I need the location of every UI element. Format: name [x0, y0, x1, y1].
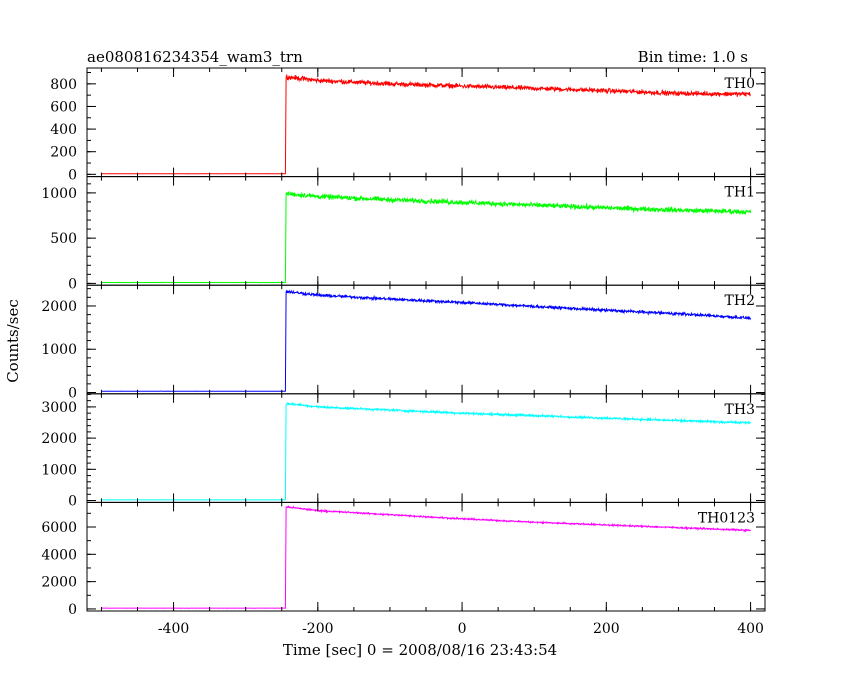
y-tick-label: 4000: [41, 547, 77, 563]
y-tick-label: 800: [50, 77, 77, 93]
y-tick-label: 600: [50, 99, 77, 115]
y-tick-label: 0: [68, 494, 77, 510]
x-tick-label: -400: [158, 621, 189, 637]
y-tick-label: 6000: [41, 520, 77, 536]
chart-title-left: ae080816234354_wam3_trn: [87, 48, 303, 66]
series-line-th1: [101, 191, 752, 284]
panel-th3: 0 1000 2000 3000 TH3: [41, 393, 766, 510]
series-line-th0: [101, 73, 752, 175]
panel-label-th0123: TH0123: [698, 510, 755, 526]
panel-label-th1: TH1: [725, 185, 755, 201]
series-line-th3: [101, 401, 752, 501]
y-tick-label: 0: [68, 276, 77, 292]
y-tick-label: 1000: [41, 342, 77, 358]
panel-frame: [86, 176, 766, 286]
x-tick-label: 200: [593, 621, 620, 637]
y-tick-label: 1000: [41, 186, 77, 202]
series-line-th2: [101, 289, 752, 392]
panel-th0: 0 200 400 600 800 TH0: [50, 67, 766, 183]
y-tick-label: 200: [50, 145, 77, 161]
panel-label-th2: TH2: [725, 293, 755, 309]
chart-title-right: Bin time: 1.0 s: [638, 48, 748, 66]
y-tick-label: 0: [68, 386, 77, 402]
x-axis-label: Time [sec] 0 = 2008/08/16 23:43:54: [283, 641, 557, 659]
panel-frame: [86, 501, 766, 612]
x-tick-label: -200: [302, 621, 333, 637]
y-tick-label: 0: [68, 602, 77, 618]
series-line-th0123: [101, 505, 751, 609]
y-tick-label: 0: [68, 167, 77, 183]
y-axis-label: Counts/sec: [4, 299, 22, 383]
panel-th2: 0 1000 2000 TH2: [41, 284, 766, 402]
y-tick-label: 2000: [41, 575, 77, 591]
y-tick-label: 3000: [41, 400, 77, 416]
panel-th1: 0 500 1000 TH1: [41, 176, 766, 292]
y-tick-label: 2000: [41, 431, 77, 447]
x-tick-label: 400: [737, 621, 764, 637]
panel-label-th3: TH3: [725, 402, 755, 418]
panel-frame: [86, 393, 766, 503]
y-tick-label: 400: [50, 122, 77, 138]
panel-label-th0: TH0: [725, 76, 755, 92]
y-tick-label: 500: [50, 231, 77, 247]
y-tick-label: 1000: [41, 462, 77, 478]
x-tick-label: 0: [458, 621, 467, 637]
y-tick-label: 2000: [41, 299, 77, 315]
panel-th0123: 0 2000 4000 6000 TH0123: [41, 501, 766, 618]
